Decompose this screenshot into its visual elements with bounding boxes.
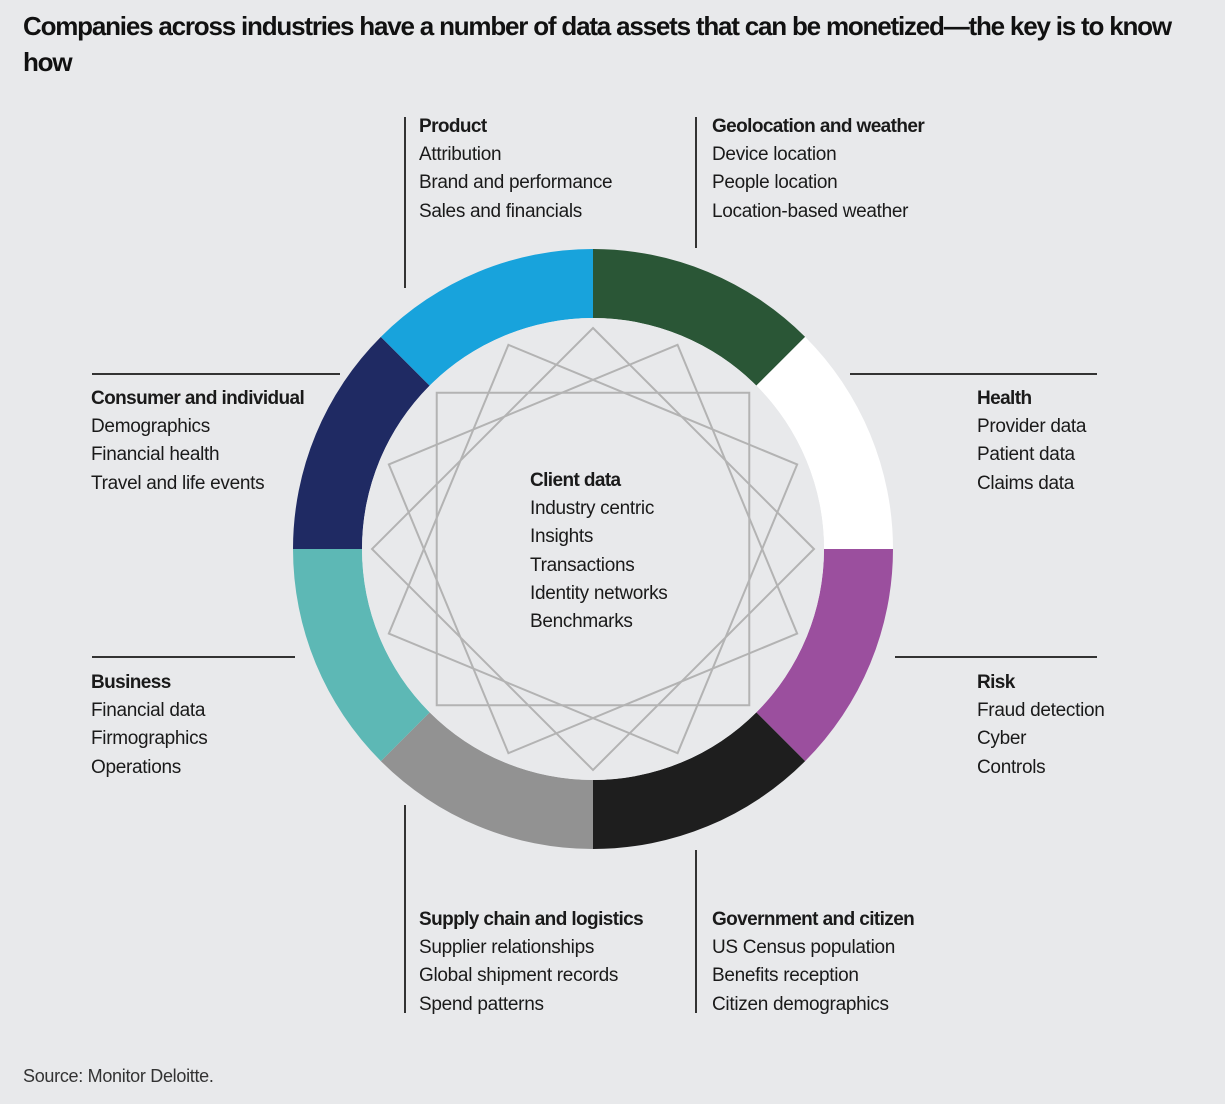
center-item: Insights [530,526,594,548]
decorative-square [387,343,799,755]
group-item: Location-based weather [712,200,909,222]
group-heading: Product [419,116,487,137]
center-item: Industry centric [530,498,655,520]
ring-segment-supply-chain-and-logistics [380,712,593,850]
group-heading: Health [977,388,1032,409]
center-item: Identity networks [530,582,668,604]
decorative-square [387,343,799,755]
connector-supply [404,805,406,1013]
group-item: Spend patterns [419,993,544,1015]
connector-consumer [92,373,340,375]
group-item: Operations [91,756,181,778]
group-item: Global shipment records [419,965,619,987]
group-geolocation: Geolocation and weather Device location … [712,113,925,226]
group-item: Patient data [977,444,1075,466]
group-item: Citizen demographics [712,993,889,1015]
group-heading: Geolocation and weather [712,116,925,137]
group-health: Health Provider data Patient data Claims… [977,385,1086,498]
group-heading: Government and citizen [712,909,915,930]
group-item: US Census population [712,937,896,959]
group-item: Financial data [91,700,206,722]
group-heading: Business [91,672,171,693]
group-item: Provider data [977,416,1087,438]
ring-segment-geolocation-and-weather [593,249,806,386]
ring-segment-consumer-and-individual [293,336,430,549]
ring-segment-government-and-citizen [593,712,806,849]
group-item: Fraud detection [977,700,1105,722]
group-product: Product Attribution Brand and performanc… [419,113,613,226]
group-item: Demographics [91,416,210,438]
group-consumer: Consumer and individual Demographics Fin… [91,385,305,498]
group-item: Travel and life events [91,472,265,494]
group-heading: Supply chain and logistics [419,909,644,930]
group-item: Brand and performance [419,172,613,194]
center-item: Transactions [530,554,635,576]
connector-government [695,850,697,1013]
group-item: People location [712,172,838,194]
group-heading: Risk [977,672,1015,693]
group-item: Sales and financials [419,200,582,222]
center-heading: Client data [530,470,621,491]
group-risk: Risk Fraud detection Cyber Controls [977,669,1105,782]
group-item: Cyber [977,728,1027,750]
group-item: Firmographics [91,728,208,750]
ring-segment-business [293,549,430,762]
connector-health [850,373,1097,375]
source-note: Source: Monitor Deloitte. [23,1066,214,1086]
group-heading: Consumer and individual [91,388,305,409]
decorative-square [435,391,751,707]
connector-geolocation [695,117,697,248]
center-group: Client data Industry centric Insights Tr… [530,467,668,636]
inner-circle [362,318,824,780]
group-government: Government and citizen US Census populat… [712,906,915,1019]
ring-segment-risk [756,549,893,762]
group-item: Attribution [419,144,502,166]
connector-business [92,656,295,658]
ring-segment-product [380,249,593,386]
group-business: Business Financial data Firmographics Op… [91,669,208,782]
page-title: Companies across industries have a numbe… [23,11,1172,77]
group-item: Benefits reception [712,965,859,987]
group-item: Device location [712,144,837,166]
group-item: Supplier relationships [419,937,595,959]
group-item: Controls [977,756,1046,778]
group-item: Claims data [977,472,1075,494]
decorative-square [370,326,816,772]
connector-risk [895,656,1097,658]
group-item: Financial health [91,444,220,466]
ring-segment-health [756,336,893,549]
connector-product [404,117,406,288]
group-supply-chain: Supply chain and logistics Supplier rela… [419,906,644,1019]
center-item: Benchmarks [530,611,633,633]
